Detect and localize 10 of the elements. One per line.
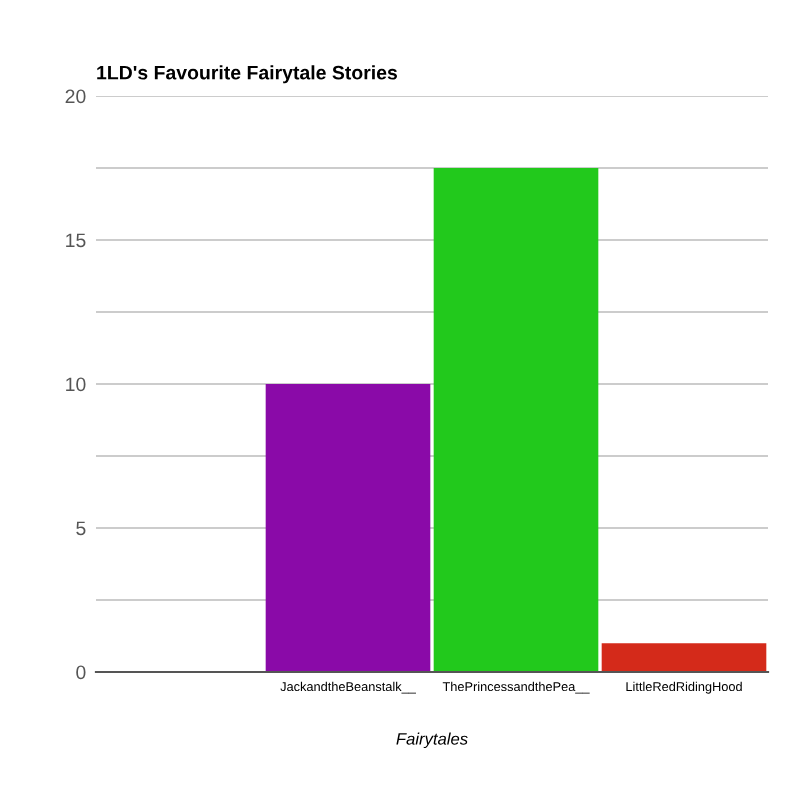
chart-title: 1LD's Favourite Fairytale Stories: [97, 65, 397, 84]
bar: [433, 168, 599, 672]
y-tick-label: 0: [76, 665, 86, 680]
bar: [601, 643, 767, 672]
y-tick-label: 10: [66, 377, 86, 392]
y-tick-label: 20: [65, 89, 86, 104]
bar: [265, 384, 431, 672]
y-tick-label: 5: [76, 521, 86, 536]
x-axis-title: Fairytales: [396, 732, 468, 749]
y-tick-label: 15: [66, 233, 86, 248]
